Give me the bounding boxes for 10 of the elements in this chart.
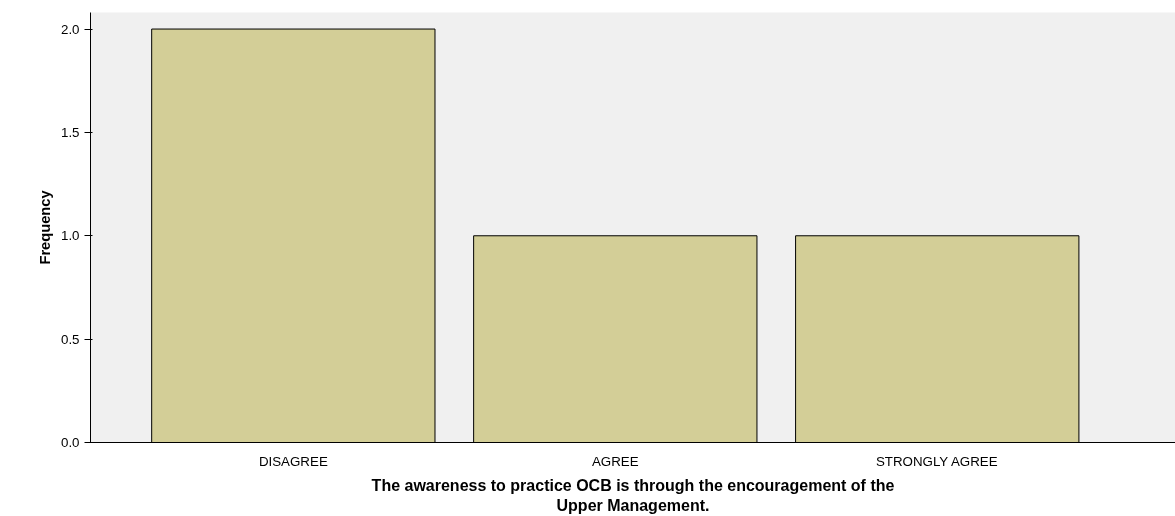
y-tick-label: 0.5: [60, 331, 80, 347]
x-tick-label: AGREE: [591, 453, 639, 469]
y-tick-label: 0.0: [60, 435, 80, 450]
y-tick-label: 1.0: [60, 228, 80, 244]
y-tick-label: 1.5: [60, 124, 80, 140]
x-tick-label: DISAGREE: [258, 453, 328, 469]
x-axis-title: The awareness to practice OCB is through the encouragement of the Upper Management.: [371, 476, 895, 514]
y-tick-label: 2.0: [60, 21, 80, 37]
x-tick-label: STRONGLY AGREE: [875, 453, 998, 469]
y-axis-title: Frequency: [36, 189, 53, 265]
